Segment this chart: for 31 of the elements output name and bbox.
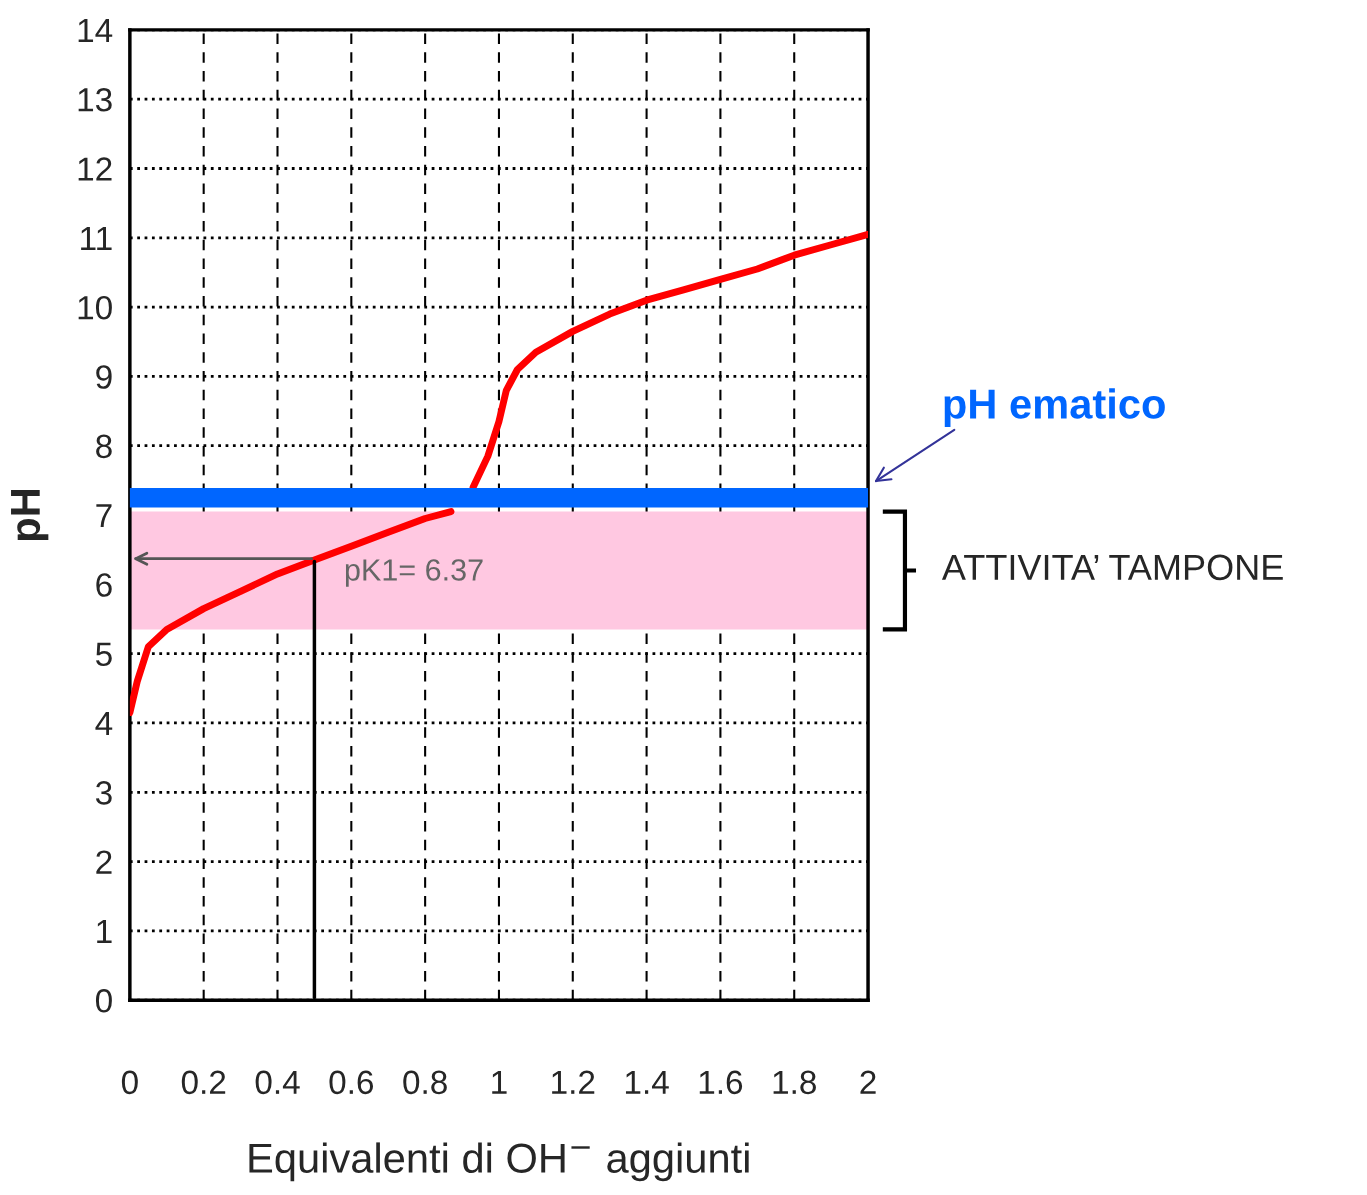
y-tick-label: 8	[96, 434, 112, 459]
x-tick-label: 1.4	[625, 1070, 669, 1094]
x-tick-label: 1.8	[773, 1070, 816, 1095]
x-tick-label: 0.6	[329, 1070, 374, 1095]
y-tick-label: 7	[96, 504, 112, 528]
x-tick-label: 2	[860, 1070, 876, 1094]
y-tick-label: 4	[95, 712, 113, 736]
x-tick-label: 1	[492, 1070, 507, 1094]
y-tick-label: 13	[78, 87, 112, 112]
y-tick-label: 9	[96, 365, 112, 389]
x-tick-label: 0.4	[255, 1070, 300, 1095]
annotation: pK1= 6.37	[345, 559, 483, 587]
y-tick-label: 14	[78, 19, 113, 42]
y-axis-title: pH	[11, 490, 49, 541]
x-tick-label: 0.2	[181, 1070, 226, 1095]
y-tick-label: 1	[97, 920, 112, 943]
x-tick-label: 1.6	[699, 1070, 743, 1095]
x-tick-label: 1.2	[552, 1070, 595, 1094]
ref-line-label: pH ematico	[944, 388, 1165, 428]
x-axis-title: Equivalenti di OH$^{−}$ aggiunti	[249, 1142, 749, 1182]
y-tick-label: 6	[96, 573, 112, 597]
x-tick-label: 0.8	[403, 1070, 447, 1095]
y-tick-label: 10	[78, 295, 112, 320]
y-tick-label: 2	[96, 850, 112, 874]
y-tick-label: 11	[81, 226, 112, 250]
band-label: ATTIVITA’ TAMPONE	[941, 554, 1283, 581]
x-tick-label: 0	[121, 1070, 138, 1095]
y-tick-label: 12	[78, 157, 112, 181]
y-tick-label: 0	[95, 989, 112, 1013]
y-tick-label: 5	[96, 642, 112, 667]
y-tick-label: 3	[95, 781, 112, 805]
